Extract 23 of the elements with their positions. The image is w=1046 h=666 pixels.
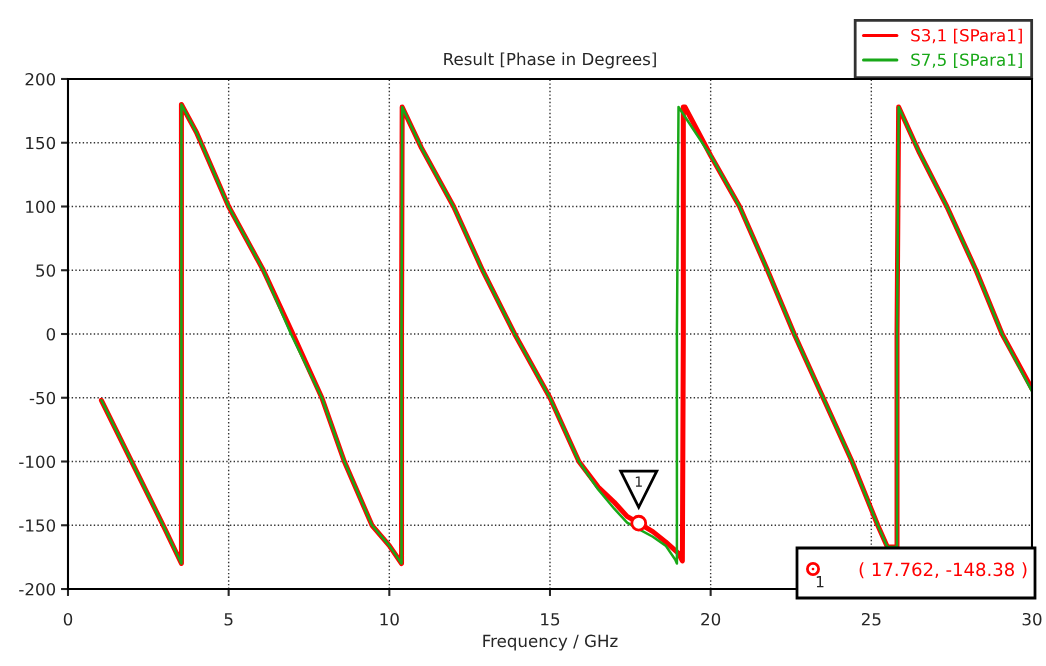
y-tick-label: -100: [19, 455, 56, 469]
y-tick-label: -50: [29, 391, 56, 405]
y-tick-label: 200: [25, 72, 56, 86]
x-tick-label: 25: [861, 612, 881, 626]
y-tick-label: 0: [46, 327, 56, 341]
y-tick-label: 50: [36, 264, 56, 277]
y-tick-label: -200: [19, 582, 56, 596]
x-tick-label: 30: [1022, 612, 1042, 626]
x-tick-label: 10: [380, 612, 399, 626]
annotation: 1: [816, 576, 824, 588]
x-tick-label: 5: [224, 613, 233, 626]
annotation: ( 17.762, -148.38 ): [859, 562, 1027, 579]
y-tick-label: 100: [26, 200, 56, 214]
x-tick-label: 20: [701, 612, 721, 626]
annotation: 1: [635, 476, 642, 487]
y-tick-label: 150: [26, 136, 56, 150]
x-axis-title: Frequency / GHz: [483, 634, 618, 651]
chart-title: Result [Phase in Degrees]: [444, 52, 656, 69]
legend-label: S3,1 [SPara1]: [911, 28, 1022, 44]
y-tick-label: -150: [19, 519, 56, 532]
x-tick-label: 15: [541, 613, 560, 626]
legend-label: S7,5 [SPara1]: [911, 53, 1022, 68]
x-tick-label: 0: [63, 612, 73, 626]
